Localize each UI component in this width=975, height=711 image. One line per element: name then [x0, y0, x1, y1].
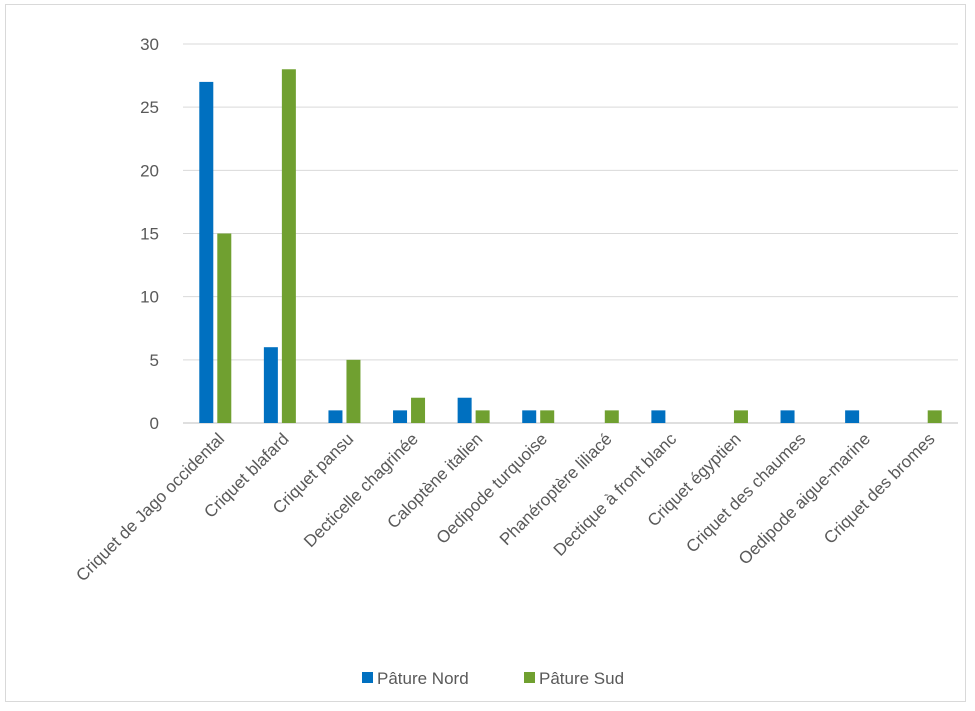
bar-nord — [264, 347, 278, 423]
category-label: Oedipode aigue-marine — [735, 429, 874, 568]
bar-sud — [217, 234, 231, 424]
bar-nord — [458, 398, 472, 423]
bar-sud — [928, 410, 942, 423]
y-axis-ticks: 0 5 10 15 20 25 30 — [140, 35, 159, 433]
legend-label-sud: Pâture Sud — [539, 669, 624, 688]
category-label: Decticelle chagrinée — [300, 429, 422, 551]
legend-swatch-sud — [524, 672, 535, 683]
bars — [199, 69, 941, 423]
bar-nord — [651, 410, 665, 423]
category-label: Criquet des chaumes — [682, 429, 809, 556]
bar-sud — [282, 69, 296, 423]
legend-swatch-nord — [362, 672, 373, 683]
bar-nord — [393, 410, 407, 423]
bar-nord — [199, 82, 213, 423]
bar-nord — [845, 410, 859, 423]
category-label: Dectique à front blanc — [550, 429, 681, 560]
bar-sud — [476, 410, 490, 423]
y-tick-label: 20 — [140, 161, 159, 180]
bar-sud — [346, 360, 360, 423]
gridlines — [183, 44, 958, 423]
y-tick-label: 0 — [150, 414, 159, 433]
y-tick-label: 25 — [140, 98, 159, 117]
y-tick-label: 15 — [140, 225, 159, 244]
category-label: Oedipode turquoise — [433, 429, 551, 547]
y-tick-label: 5 — [150, 351, 159, 370]
legend: Pâture Nord Pâture Sud — [362, 669, 624, 688]
y-tick-label: 10 — [140, 288, 159, 307]
bar-nord — [781, 410, 795, 423]
legend-label-nord: Pâture Nord — [377, 669, 469, 688]
bar-sud — [605, 410, 619, 423]
category-label: Phanéroptère liliacé — [496, 429, 616, 549]
bar-nord — [328, 410, 342, 423]
y-tick-label: 30 — [140, 35, 159, 54]
bar-nord — [522, 410, 536, 423]
category-label: Criquet des bromes — [820, 429, 938, 547]
bar-sud — [540, 410, 554, 423]
bar-sud — [411, 398, 425, 423]
bar-sud — [734, 410, 748, 423]
